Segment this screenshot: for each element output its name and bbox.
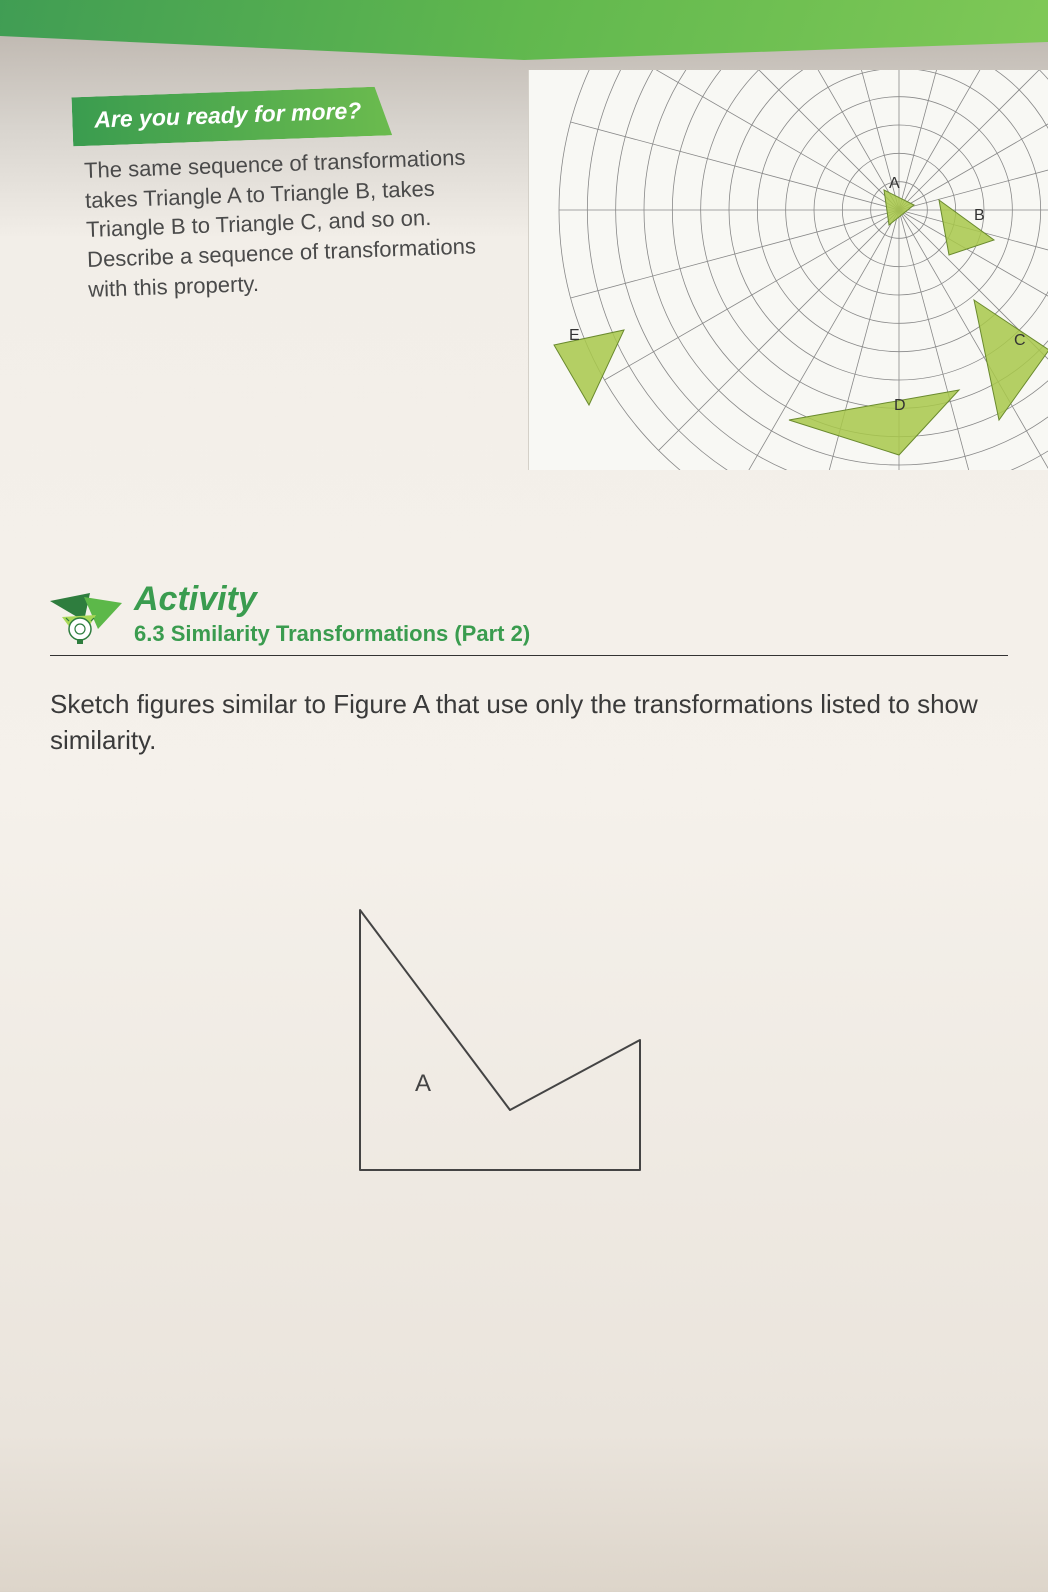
ready-tab-label: Are you ready for more?	[72, 86, 393, 146]
ready-for-more-section: Are you ready for more? The same sequenc…	[72, 83, 499, 305]
activity-subtitle: 6.3 Similarity Transformations (Part 2)	[134, 621, 530, 647]
activity-titles: Activity 6.3 Similarity Transformations …	[134, 580, 530, 649]
svg-text:D: D	[894, 397, 906, 414]
polar-svg: A B C D E	[529, 70, 1048, 470]
svg-text:E: E	[569, 327, 580, 344]
activity-section: Activity 6.3 Similarity Transformations …	[50, 580, 1008, 759]
page-top-banner	[0, 0, 1048, 60]
svg-text:B: B	[974, 207, 985, 224]
figure-a-svg	[320, 890, 680, 1210]
polar-transformations-diagram: A B C D E	[528, 70, 1048, 470]
svg-text:A: A	[889, 175, 900, 192]
ready-body-text: The same sequence of transformations tak…	[74, 142, 499, 305]
activity-title-text: Similarity Transformations (Part 2)	[171, 621, 530, 646]
svg-text:C: C	[1014, 332, 1026, 349]
figure-a-area: A	[320, 890, 680, 1210]
figure-a-label: A	[415, 1070, 431, 1098]
activity-label: Activity	[134, 580, 530, 619]
activity-icon	[50, 593, 122, 649]
activity-number: 6.3	[134, 621, 165, 646]
activity-header: Activity 6.3 Similarity Transformations …	[50, 580, 1008, 656]
activity-instruction: Sketch figures similar to Figure A that …	[50, 686, 1008, 759]
